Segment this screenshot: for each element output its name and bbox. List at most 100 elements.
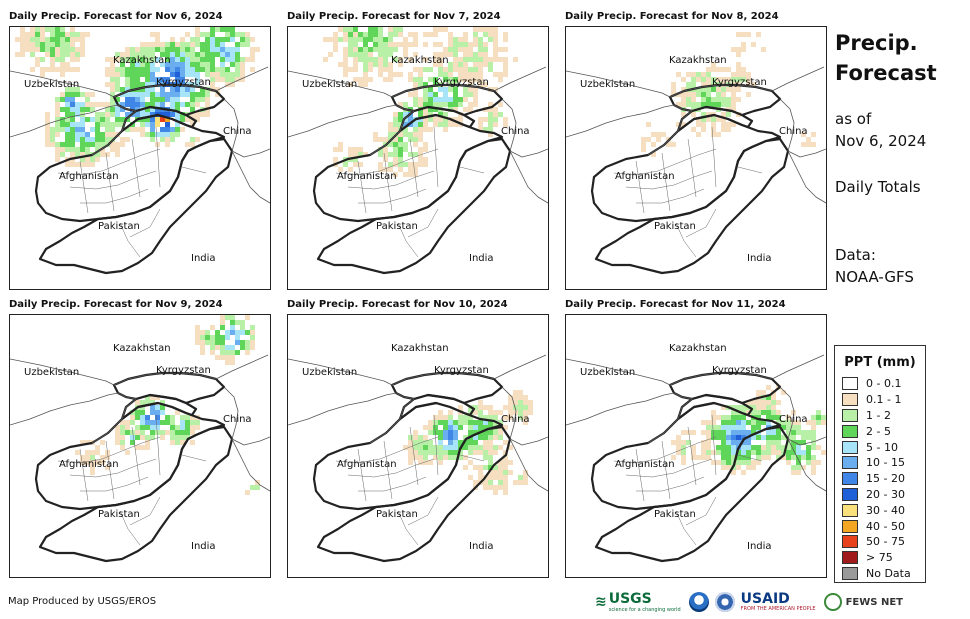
legend-label: 10 - 15 (866, 456, 905, 470)
china-boundary (223, 98, 270, 158)
legend-label: 5 - 10 (866, 440, 898, 454)
legend-title: PPT (mm) (844, 355, 916, 370)
country-label-kazakhstan: Kazakhstan (113, 55, 171, 66)
country-label-china: China (501, 126, 530, 137)
country-label-uzbekistan: Uzbekistan (24, 79, 79, 90)
country-label-india: India (469, 253, 494, 264)
precip-map: Kazakhstan Uzbekistan Kyrgyzstan China Afgha… (565, 26, 827, 290)
country-label-kyrgyzstan: Kyrgyzstan (156, 365, 211, 376)
country-label-kyrgyzstan: Kyrgyzstan (434, 77, 489, 88)
forecast-panel: Daily Precip. Forecast for Nov 6, 2024 Ka… (9, 10, 271, 290)
usgs-logo-text: USGS (608, 591, 652, 607)
precip-cells (15, 27, 260, 167)
province-boundary (409, 426, 419, 486)
china-boundary (779, 386, 826, 446)
province-boundary (80, 188, 149, 204)
india-boundary (509, 438, 548, 492)
china-boundary (501, 386, 548, 446)
legend-label: 2 - 5 (866, 424, 891, 438)
country-label-india: India (191, 253, 216, 264)
forecast-panel: Daily Precip. Forecast for Nov 8, 2024 Ka… (565, 10, 827, 290)
province-boundary (358, 476, 427, 492)
precip-map: Kazakhstan Uzbekistan Kyrgyzstan China Afgha… (287, 314, 549, 578)
india-boundary (787, 150, 826, 204)
province-boundary (155, 414, 161, 476)
legend-label: > 75 (866, 551, 893, 565)
province-boundary (129, 496, 161, 526)
precip-map-svg: Kazakhstan Uzbekistan Kyrgyzstan China Afgha… (288, 27, 548, 275)
country-label-kazakhstan: Kazakhstan (669, 343, 727, 354)
pakistan-boundary (594, 137, 790, 275)
country-label-afghanistan: Afghanistan (337, 459, 397, 470)
country-label-pakistan: Pakistan (376, 221, 418, 232)
legend-swatch (842, 408, 858, 422)
legend-swatch (842, 566, 858, 580)
province-boundary (79, 160, 89, 214)
country-label-uzbekistan: Uzbekistan (302, 79, 357, 90)
precip-map: Kazakhstan Uzbekistan Kyrgyzstan China Afgha… (9, 314, 271, 578)
legend-swatch (842, 551, 858, 565)
legend-item: 10 - 15 (835, 455, 925, 471)
country-label-pakistan: Pakistan (654, 509, 696, 520)
province-boundary (383, 440, 393, 500)
province-boundary (119, 222, 141, 258)
usaid-tagline: FROM THE AMERICAN PEOPLE (740, 606, 816, 612)
data-label: Data: (835, 246, 876, 264)
precip-map-svg: Kazakhstan Uzbekistan Kyrgyzstan China Afgha… (566, 343, 826, 563)
precip-map-svg: Kazakhstan Uzbekistan Kyrgyzstan China Afgha… (288, 343, 548, 563)
province-boundary (613, 148, 717, 176)
province-boundary (459, 166, 485, 174)
province-boundary (383, 152, 393, 212)
country-label-pakistan: Pakistan (98, 221, 140, 232)
legend-swatch (842, 535, 858, 549)
daily-totals-label: Daily Totals (835, 178, 921, 196)
province-boundary (105, 440, 115, 500)
legend-label: No Data (866, 566, 911, 580)
legend-item: 15 - 20 (835, 471, 925, 487)
country-label-kyrgyzstan: Kyrgyzstan (712, 365, 767, 376)
legend-item: 1 - 2 (835, 408, 925, 424)
legend-label: 1 - 2 (866, 408, 891, 422)
legend-item: > 75 (835, 550, 925, 566)
country-label-india: India (191, 541, 216, 552)
province-boundary (687, 138, 697, 198)
legend-item: 30 - 40 (835, 502, 925, 518)
legend-swatch (842, 456, 858, 470)
legend-item: 0.1 - 1 (835, 392, 925, 408)
legend-swatch (842, 440, 858, 454)
panel-title: Daily Precip. Forecast for Nov 7, 2024 (287, 11, 501, 22)
legend-item: No Data (835, 566, 925, 582)
china-boundary (501, 98, 548, 158)
pakistan-boundary (38, 425, 234, 563)
forecast-panel: Daily Precip. Forecast for Nov 10, 2024 K… (287, 298, 549, 578)
country-label-kazakhstan: Kazakhstan (669, 55, 727, 66)
sidebar-title: Precip. Forecast (835, 31, 937, 85)
pakistan-boundary (594, 425, 790, 563)
legend-item: 0 - 0.1 (835, 376, 925, 392)
province-boundary (409, 138, 419, 198)
afghanistan-boundary (590, 113, 782, 223)
province-boundary (131, 426, 141, 486)
legend-swatch (842, 424, 858, 438)
province-boundary (69, 170, 157, 190)
province-boundary (57, 148, 161, 176)
province-boundary (397, 510, 419, 546)
country-label-uzbekistan: Uzbekistan (24, 367, 79, 378)
india-boundary (509, 150, 548, 204)
legend-label: 20 - 30 (866, 487, 905, 501)
country-label-uzbekistan: Uzbekistan (580, 79, 635, 90)
country-label-uzbekistan: Uzbekistan (302, 367, 357, 378)
kyrgyz-boundary (390, 371, 504, 405)
precip-cells (641, 32, 816, 157)
panel-title: Daily Precip. Forecast for Nov 10, 2024 (287, 299, 508, 310)
india-boundary (787, 438, 826, 492)
panel-title: Daily Precip. Forecast for Nov 11, 2024 (565, 299, 786, 310)
legend-item: 40 - 50 (835, 518, 925, 534)
province-boundary (131, 138, 141, 198)
legend-swatch (842, 393, 858, 407)
forecast-panel: Daily Precip. Forecast for Nov 9, 2024 Ka… (9, 298, 271, 578)
india-boundary (231, 438, 270, 492)
country-label-china: China (223, 414, 252, 425)
